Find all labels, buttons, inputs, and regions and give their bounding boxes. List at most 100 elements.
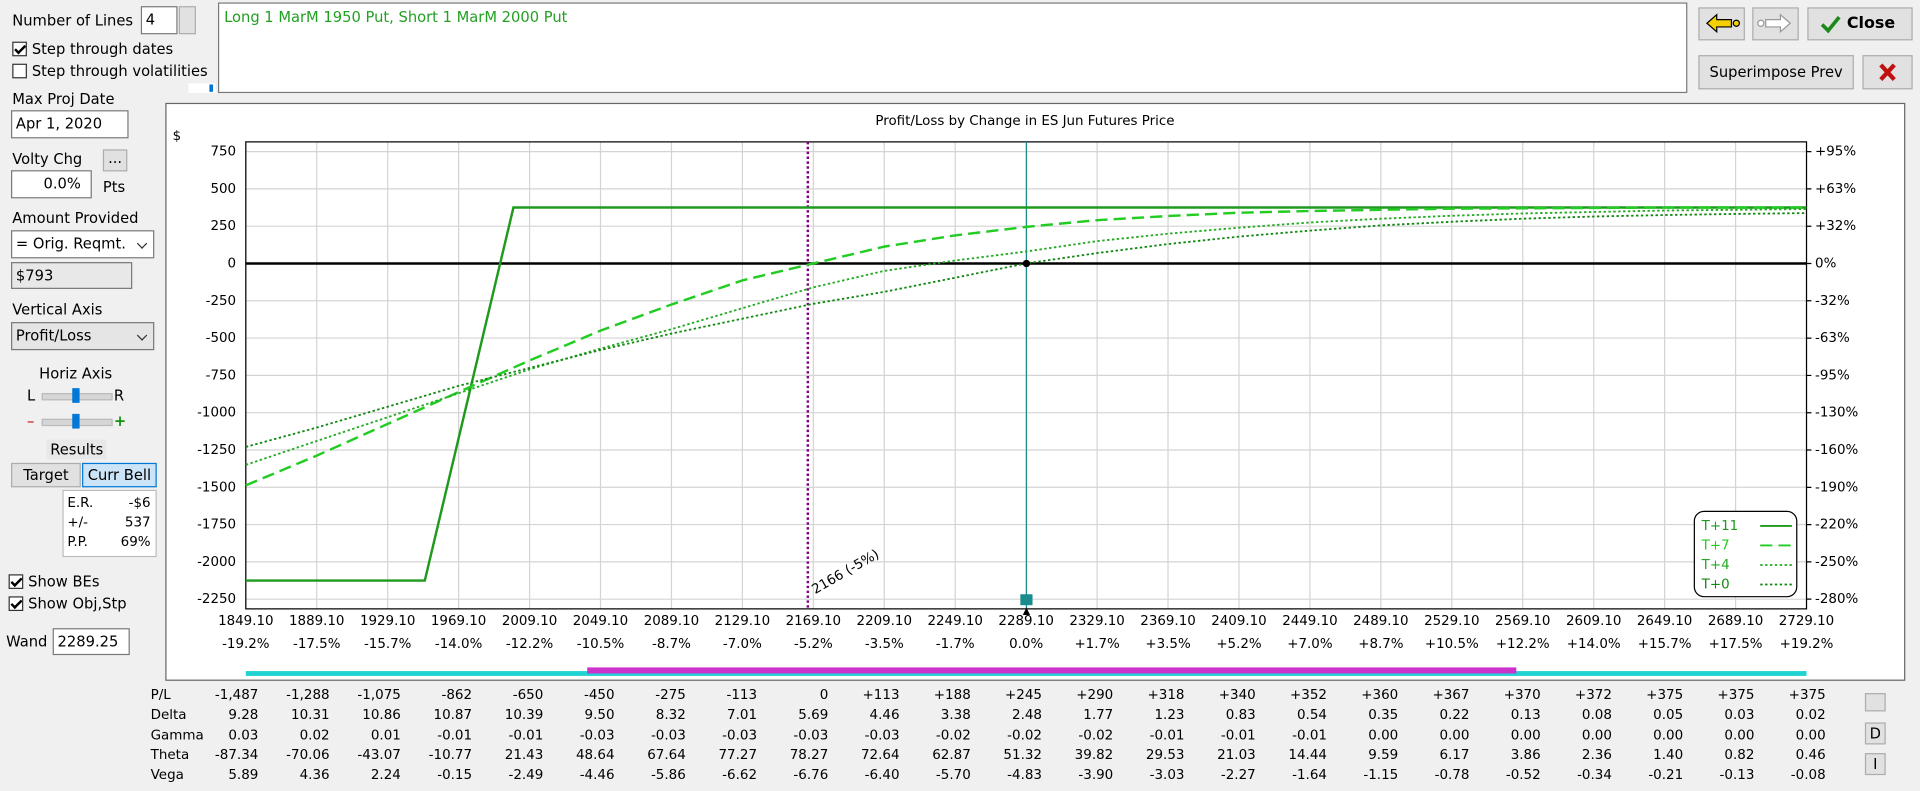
icon	[1757, 13, 1792, 34]
label: Results	[46, 439, 107, 460]
next-button[interactable]	[1752, 7, 1799, 41]
table-cell: -450	[583, 686, 615, 703]
x-tick-label: 2729.10	[1779, 614, 1834, 629]
table-cell: 62.87	[932, 746, 971, 763]
tab[interactable]: Curr Bell	[82, 462, 157, 488]
table-cell: 10.31	[291, 706, 330, 723]
x-pct-label: -8.7%	[652, 637, 691, 652]
label: Vertical Axis	[12, 301, 103, 319]
amount-box: $793	[11, 262, 133, 289]
x-tick-label: 2289.10	[998, 614, 1053, 629]
row-label: Theta	[150, 746, 190, 763]
icon	[1706, 13, 1741, 34]
table-cell: 10.86	[362, 706, 401, 723]
series-line	[245, 206, 1807, 487]
volty-input[interactable]: 0.0%	[11, 170, 92, 199]
label: Volty Chg	[12, 150, 83, 168]
table-cell: -0.78	[1434, 766, 1470, 783]
table-cell: 0.02	[299, 726, 330, 743]
x-pct-label: -17.5%	[293, 637, 340, 652]
table-cell: 67.64	[647, 746, 686, 763]
x-pct-label: -15.7%	[364, 637, 411, 652]
x-pct-label: +17.5%	[1709, 637, 1763, 652]
table-cell: -43.07	[357, 746, 401, 763]
table-cell: -0.01	[1292, 726, 1327, 743]
strategy-box[interactable]: Long 1 MarM 1950 Put, Short 1 MarM 2000 …	[217, 2, 1688, 94]
x-pct-label: +8.7%	[1358, 637, 1403, 652]
table-cell: -4.83	[1007, 766, 1043, 783]
dropdown[interactable]: Profit/Loss	[11, 322, 155, 351]
x-pct-label: -14.0%	[435, 637, 482, 652]
stat-label: P.P.	[67, 533, 88, 550]
x-tick-label: 1849.10	[218, 614, 273, 629]
superimpose-button[interactable]: Superimpose Prev	[1698, 55, 1854, 90]
tab[interactable]: Target	[11, 462, 81, 488]
table-cell: +113	[862, 686, 900, 703]
prev-button[interactable]	[1698, 7, 1745, 41]
y2-tick-label: -32%	[1815, 294, 1850, 309]
table-cell: +245	[1005, 686, 1043, 703]
breakeven-dot	[1022, 259, 1031, 268]
checkbox[interactable]	[8, 574, 24, 589]
table-cell: -1.15	[1363, 766, 1399, 783]
table-cell: -0.08	[1790, 766, 1826, 783]
y-tick-label: 250	[210, 219, 236, 234]
table-cell: 39.82	[1074, 746, 1114, 763]
button[interactable]: ...	[102, 149, 128, 172]
side-button[interactable]: D	[1864, 722, 1886, 745]
label: Step through volatilities	[31, 62, 208, 80]
table-cell: -0.21	[1648, 766, 1684, 783]
slider-thumb[interactable]	[72, 388, 80, 403]
table-cell: -0.03	[650, 726, 686, 743]
table-cell: -1.64	[1292, 766, 1327, 783]
table-cell: +360	[1361, 686, 1399, 703]
label: +	[113, 412, 127, 430]
table-cell: 0.00	[1510, 726, 1541, 743]
y-tick-label: 0	[228, 256, 237, 271]
x-tick-label: 2529.10	[1424, 614, 1479, 629]
side-button[interactable]	[1864, 693, 1886, 712]
y-tick-label: -1000	[197, 406, 236, 421]
table-cell: -0.01	[1149, 726, 1185, 743]
delete-button[interactable]	[1862, 55, 1913, 90]
date-input[interactable]: Apr 1, 2020	[11, 110, 129, 139]
number-input[interactable]: 4	[140, 6, 178, 35]
table-cell: +375	[1788, 686, 1826, 703]
y2-tick-label: 0%	[1815, 257, 1836, 272]
y2-tick-label: -220%	[1815, 518, 1858, 533]
table-cell: -275	[655, 686, 686, 703]
dropdown[interactable]: = Orig. Reqmt.	[11, 230, 155, 259]
table-cell: -650	[512, 686, 544, 703]
table-cell: +188	[933, 686, 971, 703]
table-cell: 29.53	[1145, 746, 1185, 763]
x-tick-label: 2129.10	[715, 614, 770, 629]
side-button[interactable]: I	[1864, 753, 1886, 776]
x-tick-label: 2649.10	[1637, 614, 1692, 629]
table-cell: 77.27	[718, 746, 758, 763]
x-pct-label: -12.2%	[506, 637, 553, 652]
series-line	[245, 208, 1807, 466]
table-cell: 0.22	[1439, 706, 1470, 723]
table-cell: +318	[1147, 686, 1185, 703]
x-tick-label: 1889.10	[289, 614, 344, 629]
table-cell: -1,288	[286, 686, 330, 703]
spinner[interactable]	[178, 6, 196, 35]
stat-value: -$6	[128, 494, 151, 511]
slider-thumb[interactable]	[72, 413, 80, 429]
label: –	[26, 412, 35, 430]
current-marker	[1020, 594, 1033, 606]
checkbox[interactable]	[12, 63, 27, 79]
checkbox[interactable]	[12, 41, 27, 57]
icon	[1879, 63, 1896, 82]
y-tick-label: -1750	[197, 518, 236, 533]
wand-input[interactable]: 2289.25	[52, 628, 130, 656]
y-tick-label: -500	[206, 331, 236, 346]
table-cell: -0.01	[437, 726, 473, 743]
x-pct-label: -5.2%	[794, 637, 833, 652]
table-cell: 21.03	[1217, 746, 1256, 763]
close-button[interactable]: Close	[1807, 7, 1913, 41]
x-pct-label: -19.2%	[222, 637, 269, 652]
checkbox[interactable]	[8, 596, 24, 612]
